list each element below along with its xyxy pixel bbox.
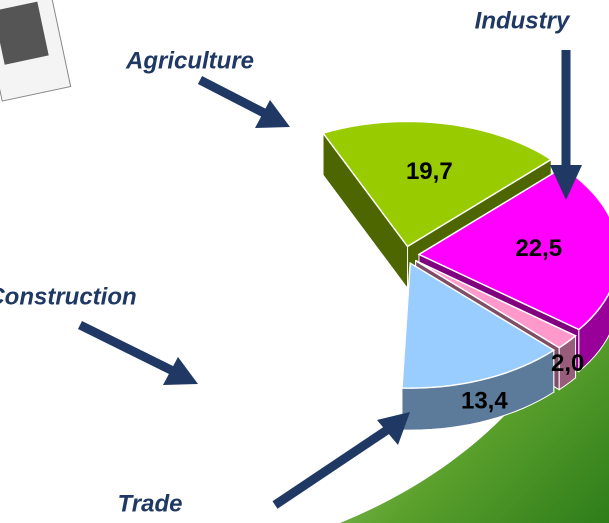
category-label: Agriculture [125,47,254,74]
category-label: Trade [118,490,183,517]
data-label: 13,4 [461,388,508,415]
category-label: Industry [475,7,571,34]
photo-frame [0,0,71,101]
data-label: 19,7 [406,158,453,185]
chart: 19,7 22,5 2,0 13,4 Agriculture Industry Constr… [0,0,609,523]
data-label: 2,0 [551,350,584,377]
category-label: Construction [0,283,137,310]
data-label: 22,5 [515,235,562,262]
